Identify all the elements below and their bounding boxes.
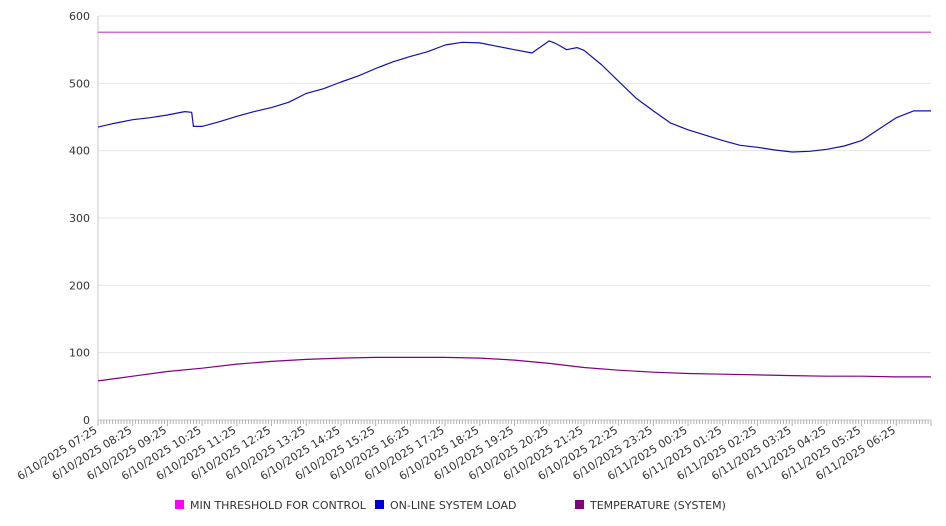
- y-tick-label: 300: [69, 212, 90, 225]
- axes: [97, 16, 932, 426]
- legend-swatch: [175, 500, 184, 509]
- x-axis-ticks: 6/10/2025 07:256/10/2025 08:256/10/2025 …: [15, 424, 898, 484]
- y-tick-label: 600: [69, 10, 90, 23]
- y-tick-label: 400: [69, 145, 90, 158]
- legend-label: TEMPERATURE (SYSTEM): [589, 499, 726, 512]
- legend-label: MIN THRESHOLD FOR CONTROL: [190, 499, 367, 512]
- legend-swatch: [375, 500, 384, 509]
- y-tick-label: 200: [69, 279, 90, 292]
- series-line-2: [97, 40, 931, 153]
- y-axis-ticks: 0 100 200 300 400 500 600: [69, 10, 90, 427]
- y-tick-label: 500: [69, 77, 90, 90]
- legend: MIN THRESHOLD FOR CONTROL ON-LINE SYSTEM …: [175, 499, 726, 512]
- series-lines: [97, 31, 931, 382]
- series-line-3: [97, 356, 931, 382]
- grid-lines: [98, 15, 931, 421]
- y-tick-label: 0: [83, 414, 90, 427]
- legend-label: ON-LINE SYSTEM LOAD: [390, 499, 516, 512]
- y-tick-label: 100: [69, 347, 90, 360]
- legend-swatch: [575, 500, 584, 509]
